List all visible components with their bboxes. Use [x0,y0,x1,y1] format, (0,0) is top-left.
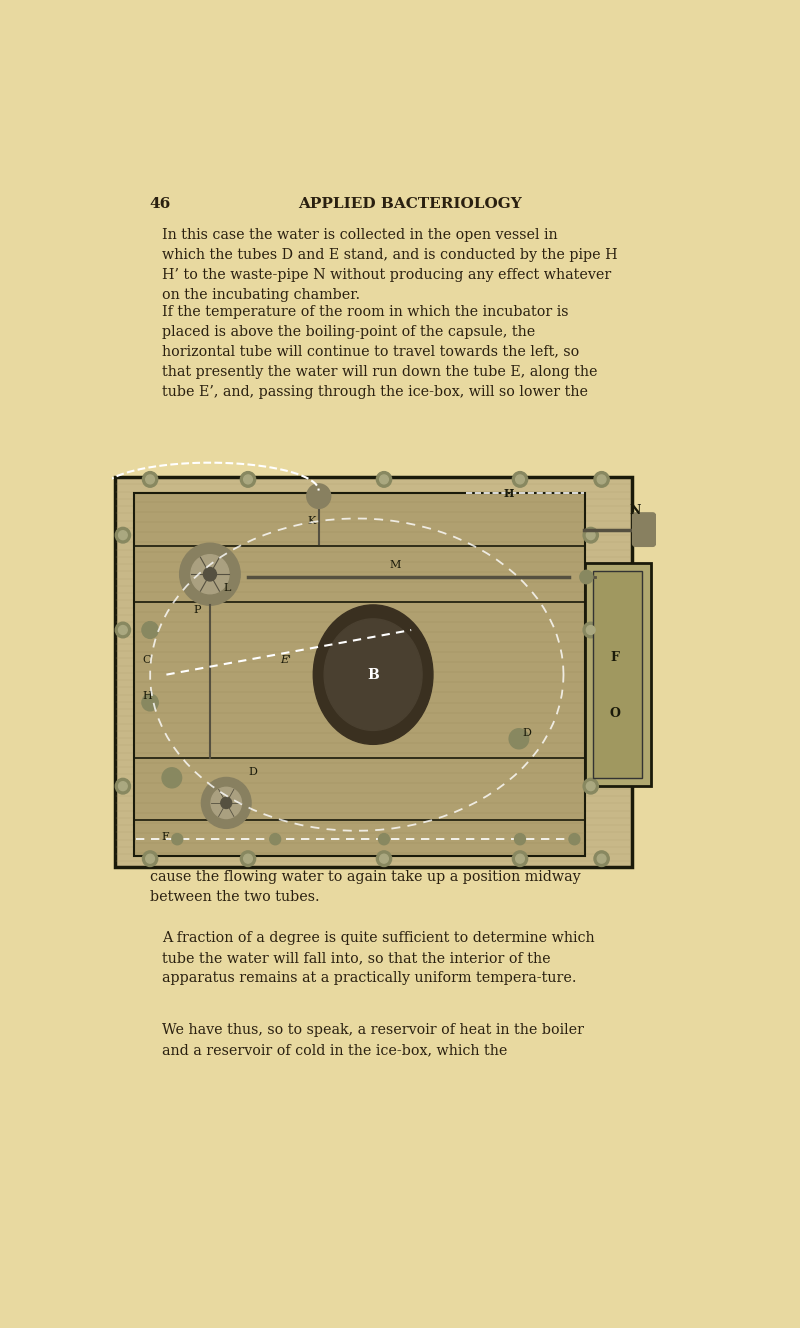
Text: In this case the water is collected in the open vessel in
which the tubes D and : In this case the water is collected in t… [162,228,618,301]
Text: F: F [610,652,620,664]
Circle shape [211,788,242,818]
Circle shape [162,768,182,788]
Bar [134,494,586,857]
Text: M: M [389,560,401,570]
Circle shape [514,834,526,845]
Ellipse shape [324,619,422,730]
Text: APPLIED BACTERIOLOGY: APPLIED BACTERIOLOGY [298,197,522,211]
Circle shape [172,834,182,845]
Circle shape [115,778,130,794]
Text: A fraction of a degree is quite sufficient to determine which
tube the water wil: A fraction of a degree is quite sufficie… [162,931,594,985]
Circle shape [594,851,610,866]
Circle shape [586,531,595,539]
FancyBboxPatch shape [633,513,655,546]
Circle shape [376,471,392,487]
Bar [594,571,642,778]
Text: E: E [161,833,169,842]
Circle shape [202,778,250,829]
Circle shape [240,851,256,866]
Text: C: C [142,655,150,665]
Text: D: D [522,728,531,738]
Bar [586,563,650,786]
Circle shape [142,851,158,866]
Circle shape [180,543,240,606]
Circle shape [240,471,256,487]
Circle shape [244,854,252,863]
Circle shape [191,555,229,594]
Circle shape [146,475,154,483]
Circle shape [509,729,529,749]
Circle shape [569,834,580,845]
Circle shape [146,854,154,863]
Text: We have thus, so to speak, a reservoir of heat in the boiler
and a reservoir of : We have thus, so to speak, a reservoir o… [162,1024,584,1057]
Circle shape [583,623,598,637]
Text: H: H [504,487,514,499]
Text: E': E' [281,655,292,665]
Circle shape [380,854,388,863]
Circle shape [586,625,595,635]
Text: D: D [248,768,257,777]
Text: Fig. 9.—Plan of Cool Incubator.: Fig. 9.—Plan of Cool Incubator. [305,837,515,850]
Circle shape [594,471,610,487]
Text: N: N [630,503,641,517]
Circle shape [512,471,528,487]
Circle shape [380,475,388,483]
Circle shape [118,625,127,635]
Circle shape [115,527,130,543]
Circle shape [583,527,598,543]
Text: H: H [142,692,152,701]
Circle shape [203,567,217,580]
Circle shape [512,851,528,866]
Circle shape [516,854,524,863]
Circle shape [142,622,158,639]
Circle shape [516,475,524,483]
Circle shape [221,797,232,809]
Text: L: L [223,583,231,592]
Text: If the temperature of the room in which the incubator is
placed is above the boi: If the temperature of the room in which … [162,304,598,398]
Circle shape [306,483,330,509]
Circle shape [598,854,606,863]
Text: 46: 46 [150,197,171,211]
Circle shape [598,475,606,483]
Ellipse shape [314,606,433,744]
Text: inside temperature that the capsule will collapse a little and
cause the flowing: inside temperature that the capsule will… [150,850,585,903]
Circle shape [270,834,281,845]
Circle shape [583,778,598,794]
Text: O: O [610,708,621,720]
Circle shape [142,471,158,487]
Circle shape [118,782,127,790]
Circle shape [580,570,593,584]
Circle shape [586,782,595,790]
Text: P: P [194,606,201,615]
Circle shape [118,531,127,539]
Circle shape [142,695,158,710]
Circle shape [115,623,130,637]
Circle shape [376,851,392,866]
Text: K: K [308,517,316,526]
Text: B: B [367,668,379,681]
Circle shape [378,834,390,845]
Circle shape [244,475,252,483]
